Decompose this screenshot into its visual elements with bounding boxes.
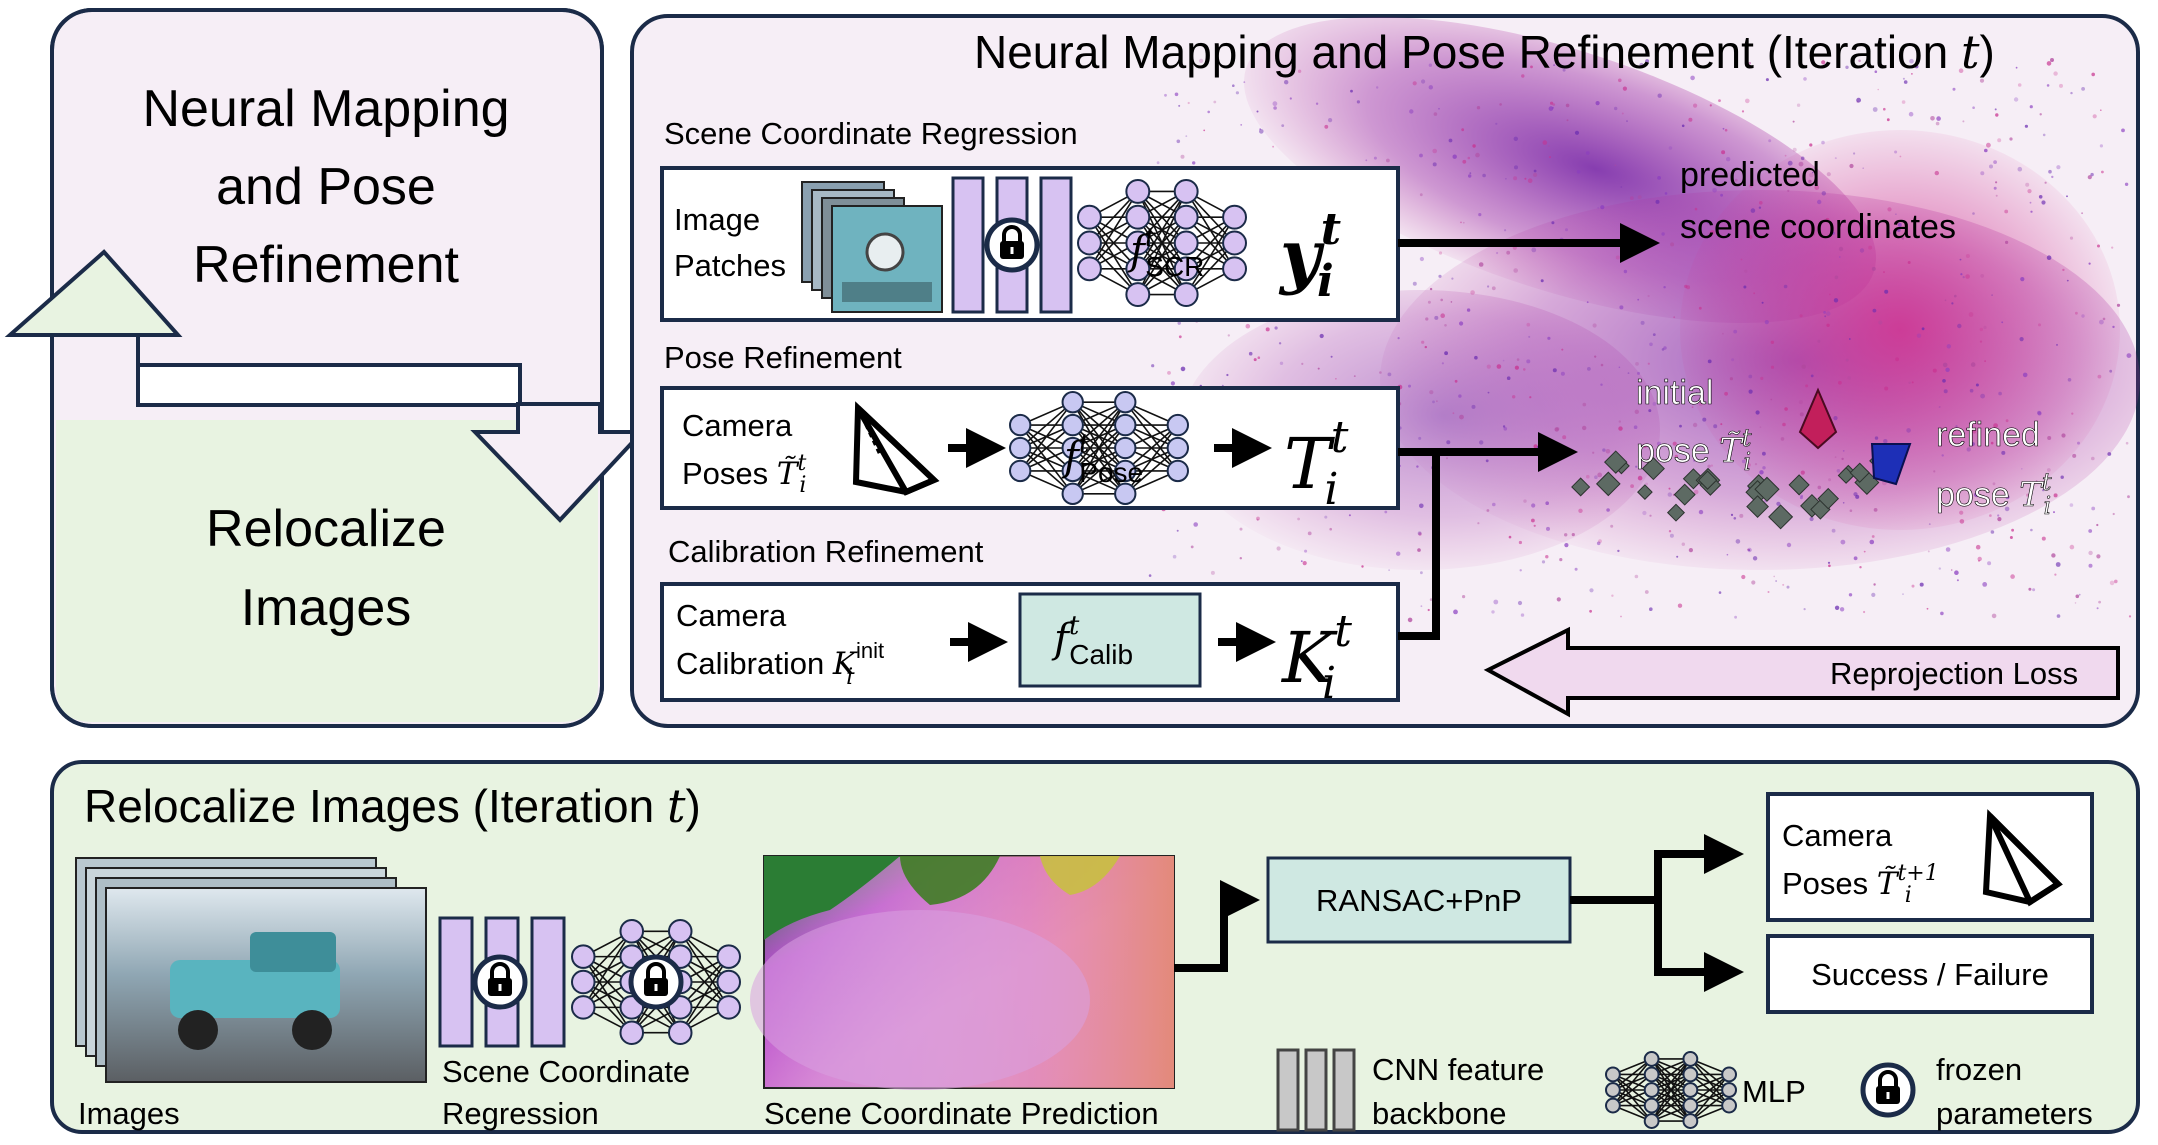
scr-result-label-2: scene coordinates (1680, 208, 1956, 246)
lock-icon (1863, 1065, 1913, 1115)
cycle-panel: Neural Mapping and Pose Refinement Reloc… (4, 8, 647, 728)
legend: CNN feature backbone MLP frozen paramete… (1276, 1048, 2093, 1132)
camera-frustum-icon (852, 401, 940, 496)
prediction-label: Scene Coordinate Prediction (764, 1096, 1159, 1131)
initial-pose-label-1: initial (1636, 374, 1713, 412)
out-poses-label-1: Camera (1782, 818, 1893, 853)
calib-net-symbol: ft Calib (1051, 611, 1133, 670)
cycle-bottom-label-1: Relocalize (206, 500, 446, 558)
scene-coordinate-prediction-image (750, 855, 1175, 1090)
cycle-top-label-2: and Pose (216, 158, 436, 216)
legend-mlp-label: MLP (1742, 1074, 1806, 1109)
camera-trajectory (1571, 450, 1890, 530)
reloc-scr-label-2: Regression (442, 1096, 599, 1131)
calib-section-label: Calibration Refinement (668, 534, 984, 569)
camera-frustum-icon (1982, 809, 2063, 907)
reloc-panel: Relocalize Images (Iteration t) Images S… (50, 760, 2140, 1134)
cnn-backbone-icon (951, 176, 1073, 314)
cycle-bottom-label-2: Images (241, 579, 412, 637)
reprojection-loss-arrow (1483, 626, 2120, 718)
image-stack-icon (801, 181, 943, 313)
calib-output-symbol: Kt i (1280, 606, 1352, 709)
initial-pose-label-2: pose T̃t i (1636, 424, 1752, 476)
mlp-network-icon (1009, 391, 1190, 505)
scr-input-label-2: Patches (674, 248, 786, 283)
calib-input-label-1: Camera (676, 598, 787, 633)
cycle-connector (136, 363, 522, 407)
pose-input-label-1: Camera (682, 408, 793, 443)
lock-icon (987, 220, 1037, 270)
reloc-title: Relocalize Images (Iteration t) (84, 779, 701, 833)
success-box (1766, 934, 2094, 1014)
out-poses-label-2: Poses T̃t+1 i (1782, 861, 1939, 908)
cycle-top-label-1: Neural Mapping (142, 80, 509, 138)
legend-cnn-label-1: CNN feature (1372, 1052, 1544, 1087)
refined-pose-label-1: refined (1936, 416, 2040, 454)
mapping-title: Neural Mapping and Pose Refinement (Iter… (974, 25, 1995, 79)
scr-section-label: Scene Coordinate Regression (664, 116, 1078, 151)
solver-box (1266, 856, 1572, 944)
legend-cnn-label-2: backbone (1372, 1096, 1506, 1131)
pose-input-label-2: Poses T̃t i (682, 451, 806, 498)
calib-net-box (1018, 592, 1202, 688)
success-label: Success / Failure (1811, 957, 2049, 992)
mlp-network-icon (1605, 1051, 1738, 1130)
reprojection-loss-label: Reprojection Loss (1830, 656, 2078, 691)
solver-to-poses-arrow (1654, 834, 1744, 900)
refined-pose-marker (1870, 443, 1912, 486)
cycle-top-label-3: Refinement (193, 236, 459, 294)
out-poses-box (1766, 792, 2094, 922)
lock-icon (631, 957, 681, 1007)
pose-calib-merge (1398, 448, 1440, 640)
image-stack-icon (75, 857, 427, 1083)
cnn-backbone-icon (438, 916, 566, 1048)
images-label: Images (78, 1096, 180, 1131)
reloc-scr-label-1: Scene Coordinate (442, 1054, 690, 1089)
mapping-panel: Neural Mapping and Pose Refinement (Iter… (630, 14, 2140, 728)
legend-frozen-label-1: frozen (1936, 1052, 2022, 1087)
scr-input-label-1: Image (674, 202, 760, 237)
initial-pose-marker (1798, 387, 1838, 450)
solver-to-success-arrow (1654, 900, 1744, 992)
calib-input-label-2: Calibration Kinit i (676, 638, 884, 690)
legend-frozen-label-2: parameters (1936, 1096, 2093, 1131)
pose-section-label: Pose Refinement (664, 340, 902, 375)
scr-result-label-1: predicted (1680, 156, 1820, 194)
lock-icon (475, 957, 525, 1007)
cnn-backbone-icon (1276, 1048, 1356, 1132)
mlp-network-icon (1077, 179, 1247, 307)
refined-pose-label-2: pose Tt i (1936, 468, 2052, 520)
solver-label: RANSAC+PnP (1316, 883, 1522, 918)
scr-net-symbol: ft SCR (1127, 223, 1204, 282)
pose-output-symbol: Tt i (1284, 412, 1349, 515)
prediction-to-solver-arrow (1174, 880, 1260, 972)
scr-output-symbol: yt i (1278, 204, 1341, 307)
pose-net-symbol: ft Pose (1061, 429, 1143, 488)
